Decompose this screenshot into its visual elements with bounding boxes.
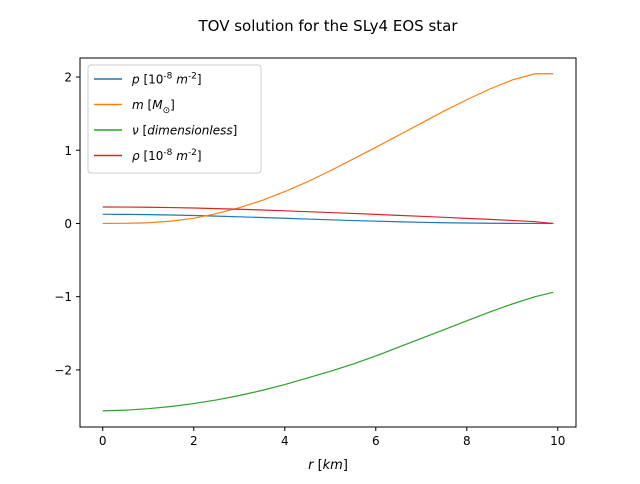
plot-frame <box>79 57 577 428</box>
y-tick-label: 2 <box>64 71 72 85</box>
y-tick-label: −2 <box>54 363 72 377</box>
series-line-3 <box>102 206 554 225</box>
legend-label-0: p [10-8 m-2] <box>131 72 202 87</box>
legend-label-3: ρ [10-8 m-2] <box>132 148 202 163</box>
x-tick-label: 10 <box>550 434 565 448</box>
x-tick-label: 6 <box>372 434 380 448</box>
y-tick-label: 0 <box>64 217 72 231</box>
x-axis: 0 2 4 6 8 10 <box>99 427 565 448</box>
legend-label-2: ν [dimensionless] <box>132 124 237 138</box>
y-tick-label: 1 <box>64 144 72 158</box>
x-tick-label: 4 <box>281 434 289 448</box>
chart-title: TOV solution for the SLy4 EOS star <box>198 17 459 35</box>
legend-label-1: m [M⊙] <box>132 98 175 116</box>
y-tick-label: −1 <box>54 290 72 304</box>
y-axis: −2 −1 0 1 2 <box>54 71 80 377</box>
x-tick-label: 2 <box>190 434 198 448</box>
series-line-1 <box>102 73 554 225</box>
x-tick-label: 0 <box>99 434 107 448</box>
legend-box <box>87 64 262 174</box>
legend: p [10-8 m-2] m [M⊙] ν [dimensionless] ρ [10… <box>87 64 262 174</box>
x-axis-label: r [km] <box>308 458 348 473</box>
plot-lines <box>102 73 554 412</box>
series-line-0 <box>102 213 554 225</box>
x-tick-label: 8 <box>463 434 471 448</box>
series-line-2 <box>102 291 554 412</box>
